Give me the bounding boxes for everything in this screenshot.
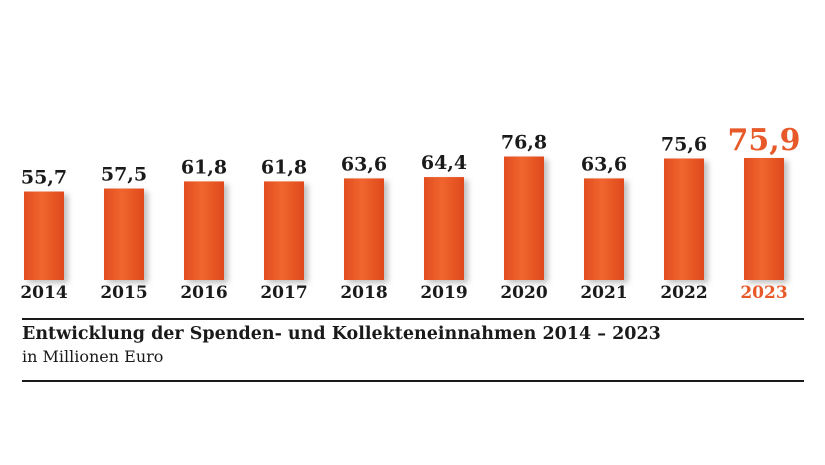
bar-2020 <box>504 156 544 280</box>
value-label-2016: 61,8 <box>181 156 227 178</box>
category-label-2018: 2018 <box>340 283 387 300</box>
category-label-2021: 2021 <box>580 283 627 300</box>
category-labels: 2014 2015 2016 2017 2018 2019 2020 2021 2022 2023 <box>20 283 787 300</box>
category-label-2016: 2016 <box>180 283 227 300</box>
value-label-2021: 63,6 <box>581 153 627 175</box>
bar-2018 <box>344 178 384 280</box>
value-label-2017: 61,8 <box>261 156 307 178</box>
caption-bottom-rule <box>22 380 804 382</box>
value-label-2018: 63,6 <box>341 153 387 175</box>
value-label-2014: 55,7 <box>21 167 67 189</box>
bar-2022 <box>664 158 704 280</box>
bars <box>24 156 784 280</box>
category-label-2020: 2020 <box>500 283 547 300</box>
category-label-2023: 2023 <box>740 283 787 300</box>
value-label-2019: 64,4 <box>421 152 467 174</box>
bar-2015 <box>104 188 144 280</box>
bar-2016 <box>184 181 224 280</box>
category-label-2014: 2014 <box>20 283 67 300</box>
value-label-2023: 75,9 <box>727 123 800 158</box>
bar-2019 <box>424 177 464 280</box>
category-label-2015: 2015 <box>100 283 147 300</box>
category-label-2019: 2019 <box>420 283 467 300</box>
bar-2021 <box>584 178 624 280</box>
bar-2014 <box>24 191 64 280</box>
chart-title: Entwicklung der Spenden- und Kollektenei… <box>22 324 661 344</box>
bar-2017 <box>264 181 304 280</box>
category-label-2017: 2017 <box>260 283 307 300</box>
value-label-2020: 76,8 <box>501 131 547 153</box>
value-labels: 55,7 57,5 61,8 61,8 63,6 64,4 76,8 63,6 75,6 75,9 <box>21 123 801 189</box>
category-label-2022: 2022 <box>660 283 707 300</box>
chart-subtitle: in Millionen Euro <box>22 347 164 366</box>
bar-chart-svg: 55,7 57,5 61,8 61,8 63,6 64,4 76,8 63,6 75,6 75,9… <box>20 123 801 300</box>
value-label-2022: 75,6 <box>661 133 707 155</box>
chart-caption: Entwicklung der Spenden- und Kollektenei… <box>22 322 812 368</box>
bar-2023 <box>744 157 784 280</box>
caption-top-rule <box>22 318 804 320</box>
value-label-2015: 57,5 <box>101 164 147 186</box>
